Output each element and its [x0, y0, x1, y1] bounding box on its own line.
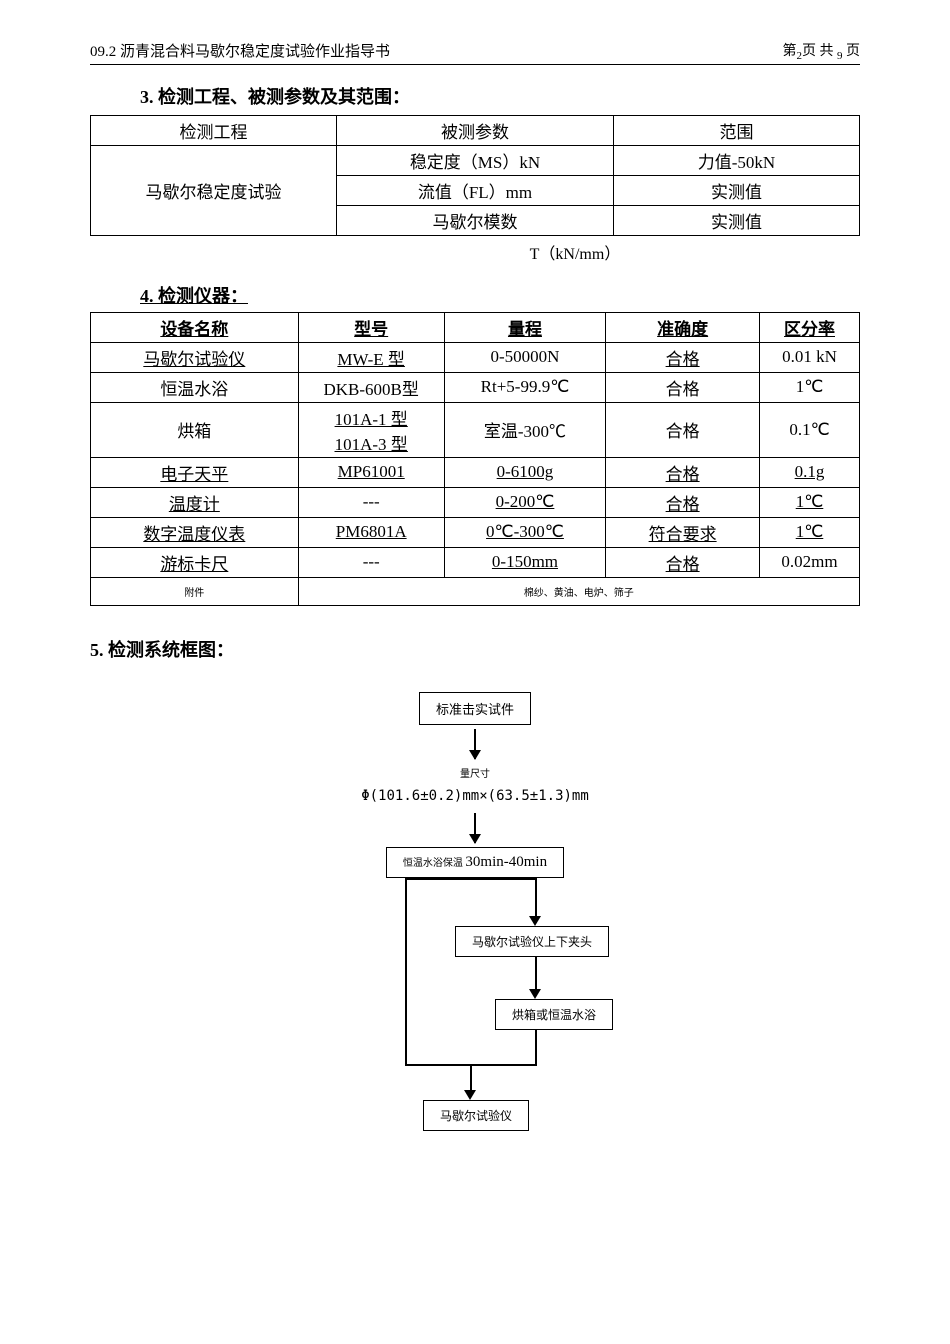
flow-box-2: 恒温水浴保温 30min-40min [386, 847, 564, 878]
table-row: 检测工程 被测参数 范围 [91, 115, 860, 145]
cell: 0.02mm [760, 547, 860, 577]
cell: MP61001 [298, 457, 444, 487]
arrow-icon [474, 813, 476, 843]
table-row: 马歇尔试验仪MW-E 型0-50000N合格0.01 kN [91, 342, 860, 372]
cell: 0-150mm [444, 547, 605, 577]
flow-box-1: 标准击实试件 [419, 692, 531, 725]
table-row: 电子天平MP610010-6100g合格0.1g [91, 457, 860, 487]
cell: 0.01 kN [760, 342, 860, 372]
cell: 流值（FL）mm [337, 175, 614, 205]
table-row: 恒温水浴DKB-600B型Rt+5-99.9℃合格1℃ [91, 372, 860, 402]
th: 型号 [298, 312, 444, 342]
th: 准确度 [606, 312, 760, 342]
arrow-icon [529, 916, 541, 926]
line [535, 878, 537, 918]
cell: 实测值 [613, 205, 859, 235]
attachments-value: 棉纱、黄油、电炉、筛子 [298, 577, 859, 605]
cell: 0.1℃ [760, 402, 860, 457]
flow-box-3: 马歇尔试验仪上下夹头 [455, 926, 609, 957]
cell: --- [298, 547, 444, 577]
cell: 0-200℃ [444, 487, 605, 517]
cell: 合格 [606, 487, 760, 517]
table-row: 温度计---0-200℃合格1℃ [91, 487, 860, 517]
flow-branch: 马歇尔试验仪上下夹头 烘箱或恒温水浴 马歇尔试验仪 [295, 878, 655, 1138]
line [405, 878, 535, 880]
cell: 实测值 [613, 175, 859, 205]
th-param: 被测参数 [337, 115, 614, 145]
th: 量程 [444, 312, 605, 342]
cell: 恒温水浴 [91, 372, 299, 402]
table-row: 游标卡尺---0-150mm合格0.02mm [91, 547, 860, 577]
table-row: 数字温度仪表PM6801A0℃-300℃符合要求1℃ [91, 517, 860, 547]
cell: 符合要求 [606, 517, 760, 547]
cell: DKB-600B型 [298, 372, 444, 402]
th-project: 检测工程 [91, 115, 337, 145]
header-left: 09.2 沥青混合料马歇尔稳定度试验作业指导书 [90, 40, 390, 62]
cell: 室温-300℃ [444, 402, 605, 457]
cell: 稳定度（MS）kN [337, 145, 614, 175]
attachments-label: 附件 [91, 577, 299, 605]
line [535, 1029, 537, 1064]
flow-text-1: 量尺寸 Φ(101.6±0.2)mm×(63.5±1.3)mm [361, 763, 589, 809]
cell: 0℃-300℃ [444, 517, 605, 547]
arrow-icon [464, 1090, 476, 1100]
cell: 101A-1 型101A-3 型 [298, 402, 444, 457]
header-right: 第2页 共 9 页 [783, 40, 861, 62]
cell: 游标卡尺 [91, 547, 299, 577]
line [405, 878, 407, 918]
cell: 0.1g [760, 457, 860, 487]
line [470, 1064, 472, 1092]
cell: 马歇尔模数 [337, 205, 614, 235]
cell: 0-50000N [444, 342, 605, 372]
cell: 烘箱 [91, 402, 299, 457]
cell: 合格 [606, 342, 760, 372]
cell: 合格 [606, 372, 760, 402]
arrow-icon [529, 989, 541, 999]
th: 设备名称 [91, 312, 299, 342]
cell: Rt+5-99.9℃ [444, 372, 605, 402]
th-range: 范围 [613, 115, 859, 145]
flowchart: 标准击实试件 量尺寸 Φ(101.6±0.2)mm×(63.5±1.3)mm 恒… [90, 692, 860, 1138]
cell: 0-6100g [444, 457, 605, 487]
th: 区分率 [760, 312, 860, 342]
section4-title: 4. 检测仪器： [140, 282, 860, 308]
section3-footer: T（kN/mm） [290, 240, 860, 264]
cell: 合格 [606, 547, 760, 577]
cell: 1℃ [760, 487, 860, 517]
cell: 温度计 [91, 487, 299, 517]
page-header: 09.2 沥青混合料马歇尔稳定度试验作业指导书 第2页 共 9 页 [90, 40, 860, 65]
cell: 马歇尔试验仪 [91, 342, 299, 372]
cell: MW-E 型 [298, 342, 444, 372]
cell: --- [298, 487, 444, 517]
table-section4: 设备名称 型号 量程 准确度 区分率 马歇尔试验仪MW-E 型0-50000N合… [90, 312, 860, 606]
table-row: 马歇尔稳定度试验 稳定度（MS）kN 力值-50kN [91, 145, 860, 175]
cell: 数字温度仪表 [91, 517, 299, 547]
cell: 1℃ [760, 372, 860, 402]
line [405, 918, 407, 1064]
table-section3: 检测工程 被测参数 范围 马歇尔稳定度试验 稳定度（MS）kN 力值-50kN … [90, 115, 860, 236]
cell: PM6801A [298, 517, 444, 547]
line [535, 956, 537, 991]
cell: 电子天平 [91, 457, 299, 487]
cell: 合格 [606, 402, 760, 457]
section3-title: 3. 检测工程、被测参数及其范围： [140, 83, 860, 109]
cell: 1℃ [760, 517, 860, 547]
cell: 力值-50kN [613, 145, 859, 175]
cell-project: 马歇尔稳定度试验 [91, 145, 337, 235]
table-row: 设备名称 型号 量程 准确度 区分率 [91, 312, 860, 342]
flow-box-5: 马歇尔试验仪 [423, 1100, 529, 1131]
flow-box-4: 烘箱或恒温水浴 [495, 999, 613, 1030]
section5-title: 5. 检测系统框图： [90, 636, 860, 662]
cell: 合格 [606, 457, 760, 487]
table-row: 附件 棉纱、黄油、电炉、筛子 [91, 577, 860, 605]
table-row: 烘箱101A-1 型101A-3 型室温-300℃合格0.1℃ [91, 402, 860, 457]
arrow-icon [474, 729, 476, 759]
